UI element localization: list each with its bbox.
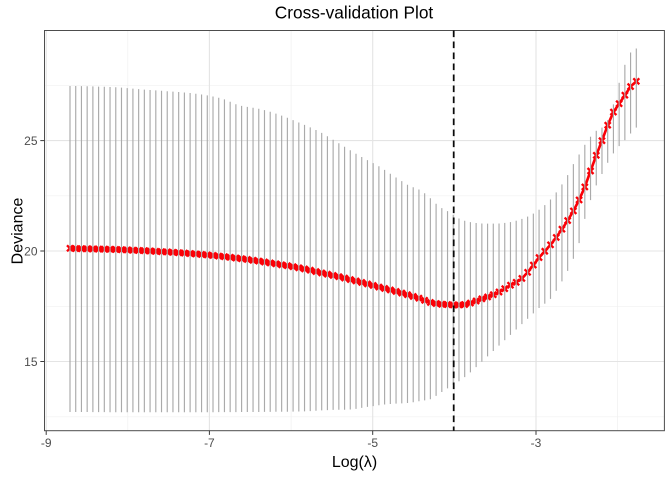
svg-text:Log(λ): Log(λ) bbox=[332, 454, 377, 471]
svg-text:15: 15 bbox=[24, 355, 38, 369]
svg-text:-9: -9 bbox=[41, 436, 52, 450]
svg-text:-5: -5 bbox=[367, 436, 378, 450]
svg-text:25: 25 bbox=[24, 134, 38, 148]
svg-text:Cross-validation Plot: Cross-validation Plot bbox=[275, 3, 434, 23]
svg-text:20: 20 bbox=[24, 244, 38, 258]
svg-text:-3: -3 bbox=[531, 436, 542, 450]
svg-text:-7: -7 bbox=[204, 436, 215, 450]
svg-text:Deviance: Deviance bbox=[9, 198, 26, 265]
